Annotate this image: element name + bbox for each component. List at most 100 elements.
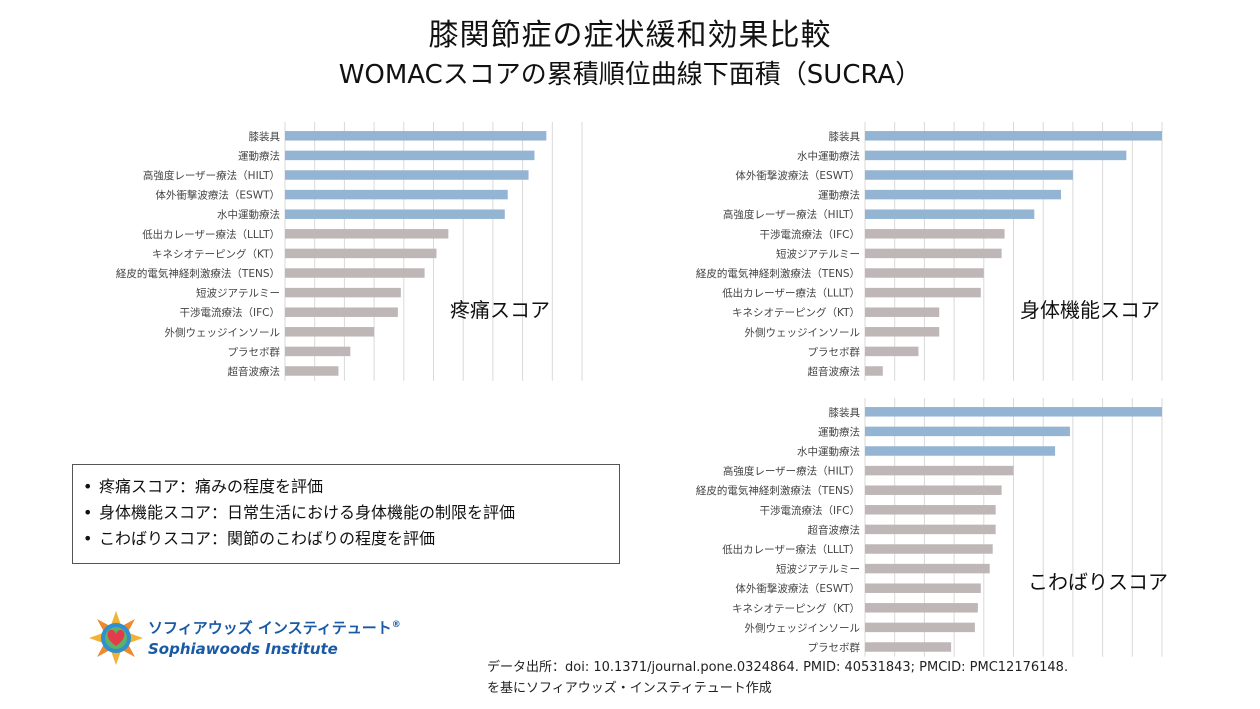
bar bbox=[865, 287, 981, 298]
category-label: 低出カレーザー療法（LLLT） bbox=[722, 287, 860, 300]
category-label: 水中運動療法 bbox=[797, 149, 860, 162]
category-label: 干渉電流療法（IFC） bbox=[180, 306, 280, 319]
bar bbox=[285, 229, 449, 239]
bar bbox=[865, 563, 990, 574]
category-label: 膝装具 bbox=[829, 406, 861, 419]
category-label: 運動療法 bbox=[238, 149, 280, 162]
bar bbox=[285, 150, 535, 161]
category-label: 高強度レーザー療法（HILT） bbox=[143, 169, 280, 182]
category-label: キネシオテーピング（KT） bbox=[152, 247, 280, 260]
bar bbox=[865, 544, 993, 554]
category-label: 水中運動療法 bbox=[797, 445, 860, 458]
score-legend-box: • 疼痛スコア：痛みの程度を評価 • 身体機能スコア：日常生活における身体機能の… bbox=[72, 464, 620, 564]
category-label: キネシオテーピング（KT） bbox=[732, 602, 860, 615]
bar bbox=[285, 327, 375, 337]
bar bbox=[865, 465, 1014, 476]
bar bbox=[865, 131, 1162, 141]
source-citation: データ出所：doi: 10.1371/journal.pone.0324864.… bbox=[487, 660, 1069, 675]
bar bbox=[285, 131, 547, 141]
category-label: 短波ジアテルミー bbox=[776, 563, 860, 576]
category-label: 膝装具 bbox=[249, 130, 281, 143]
bar bbox=[865, 426, 1070, 437]
category-label: 体外衝撃波療法（ESWT） bbox=[735, 169, 860, 182]
bar bbox=[285, 189, 508, 200]
category-label: 経皮的電気神経刺激療法（TENS） bbox=[696, 267, 860, 280]
legend-item-function: 身体機能スコア：日常生活における身体機能の制限を評価 bbox=[99, 503, 516, 522]
bar bbox=[285, 366, 339, 376]
bar bbox=[865, 346, 919, 357]
bar bbox=[285, 268, 425, 278]
bar bbox=[865, 505, 996, 515]
category-label: 外側ウェッジインソール bbox=[165, 326, 281, 339]
category-label: 短波ジアテルミー bbox=[776, 247, 860, 260]
category-label: 低出カレーザー療法（LLLT） bbox=[722, 543, 860, 556]
legend-item: • こわばりスコア：関節のこわばりの程度を評価 bbox=[83, 526, 609, 552]
category-label: 低出カレーザー療法（LLLT） bbox=[142, 228, 280, 241]
category-label: 経皮的電気神経刺激療法（TENS） bbox=[116, 267, 280, 280]
category-label: 膝装具 bbox=[829, 130, 861, 143]
category-label: 高強度レーザー療法（HILT） bbox=[723, 465, 860, 478]
bar bbox=[865, 209, 1035, 219]
chart-series-title: 疼痛スコア bbox=[450, 298, 550, 322]
category-label: 運動療法 bbox=[818, 189, 860, 202]
category-label: 水中運動療法 bbox=[217, 208, 280, 221]
bar bbox=[865, 150, 1127, 161]
bar bbox=[285, 307, 398, 317]
category-label: 高強度レーザー療法（HILT） bbox=[723, 208, 860, 221]
chart-title: 膝関節症の症状緩和効果比較 bbox=[428, 18, 832, 53]
bar bbox=[865, 622, 975, 633]
brand-name-jp-text: ソフィアウッズ インスティテュート bbox=[148, 619, 392, 637]
bar bbox=[865, 268, 984, 278]
bar bbox=[865, 170, 1073, 180]
source-credit: を基にソフィアウッズ・インスティテュート作成 bbox=[487, 681, 772, 696]
category-label: 干渉電流療法（IFC） bbox=[760, 504, 860, 517]
bar bbox=[865, 248, 1002, 259]
chart-series-title: こわばりスコア bbox=[1028, 570, 1168, 594]
bar bbox=[865, 366, 883, 376]
category-label: 運動療法 bbox=[818, 425, 860, 438]
bar bbox=[865, 583, 981, 593]
category-label: プラセボ群 bbox=[228, 345, 281, 358]
legend-item-pain: 疼痛スコア：痛みの程度を評価 bbox=[99, 477, 324, 496]
category-label: プラセボ群 bbox=[808, 345, 861, 358]
legend-item: • 身体機能スコア：日常生活における身体機能の制限を評価 bbox=[83, 500, 609, 526]
bar bbox=[865, 307, 940, 317]
legend-item-stiffness: こわばりスコア：関節のこわばりの程度を評価 bbox=[99, 529, 436, 548]
brand-name-english: Sophiawoods Institute bbox=[148, 640, 338, 658]
legend-item: • 疼痛スコア：痛みの程度を評価 bbox=[83, 474, 609, 500]
bar bbox=[285, 170, 529, 180]
sophiawoods-logo-icon bbox=[89, 611, 143, 665]
category-label: 体外衝撃波療法（ESWT） bbox=[735, 582, 860, 595]
category-label: プラセボ群 bbox=[808, 641, 861, 654]
bar bbox=[865, 446, 1056, 456]
category-label: キネシオテーピング（KT） bbox=[732, 306, 860, 319]
bar bbox=[865, 642, 952, 652]
category-label: 超音波療法 bbox=[228, 365, 281, 378]
category-label: 経皮的電気神経刺激療法（TENS） bbox=[696, 484, 860, 497]
legend-bullet: • bbox=[83, 477, 93, 496]
bar bbox=[865, 407, 1162, 417]
category-label: 干渉電流療法（IFC） bbox=[760, 228, 860, 241]
legend-bullet: • bbox=[83, 529, 93, 548]
bar bbox=[865, 603, 978, 613]
category-label: 体外衝撃波療法（ESWT） bbox=[155, 189, 280, 202]
bar bbox=[285, 248, 437, 259]
category-label: 外側ウェッジインソール bbox=[745, 326, 861, 339]
bar bbox=[285, 209, 505, 219]
registered-mark: ® bbox=[391, 620, 401, 630]
category-label: 短波ジアテルミー bbox=[196, 287, 280, 300]
bar bbox=[865, 229, 1005, 239]
chart-subtitle: WOMACスコアの累積順位曲線下面積（SUCRA） bbox=[338, 60, 922, 90]
chart-series-title: 身体機能スコア bbox=[1020, 298, 1160, 322]
bar bbox=[865, 327, 940, 337]
bar bbox=[865, 485, 1002, 495]
category-label: 外側ウェッジインソール bbox=[745, 621, 861, 634]
category-label: 超音波療法 bbox=[808, 365, 861, 378]
legend-bullet: • bbox=[83, 503, 93, 522]
bar bbox=[285, 346, 351, 357]
category-label: 超音波療法 bbox=[808, 523, 861, 536]
bar bbox=[865, 524, 996, 535]
